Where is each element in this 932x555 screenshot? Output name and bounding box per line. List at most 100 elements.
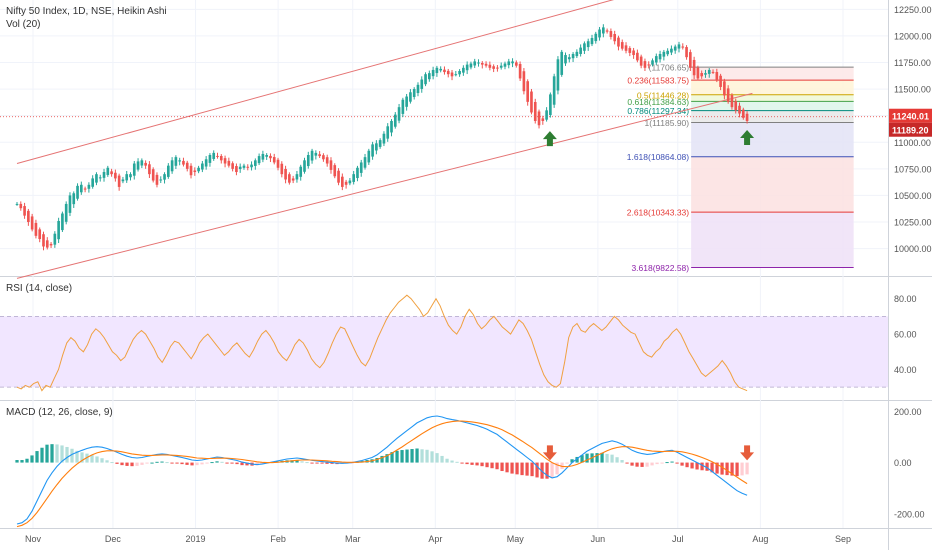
macd-histogram-bar	[375, 457, 379, 463]
macd-histogram-bar	[415, 448, 419, 463]
candle-body	[507, 61, 511, 66]
candle-body	[428, 73, 431, 80]
candle-body	[620, 42, 624, 49]
candle-body	[564, 55, 567, 64]
macd-histogram-bar	[655, 462, 659, 465]
candle-body	[341, 176, 344, 187]
macd-histogram-bar	[405, 449, 409, 463]
candle-body	[333, 165, 337, 177]
candle-body	[363, 157, 367, 168]
macd-histogram-bar	[400, 450, 404, 463]
macd-histogram-bar	[565, 462, 569, 464]
candle-body	[204, 159, 208, 167]
candle-body	[72, 193, 76, 205]
candle-body	[643, 61, 647, 68]
candle-body	[681, 46, 685, 48]
candle-body	[64, 203, 68, 222]
candle-body	[163, 174, 166, 180]
candle-body	[734, 101, 738, 111]
candle-body	[325, 157, 329, 164]
price-tick-label: 12000.00	[894, 31, 932, 41]
fib-level-label: 0.236(11583.75)	[627, 76, 689, 86]
candle-body	[57, 220, 60, 240]
macd-tick-label: -200.00	[894, 509, 925, 519]
candle-body	[269, 155, 272, 159]
macd-histogram-bar	[440, 455, 444, 463]
candle-body	[560, 51, 564, 75]
macd-histogram-bar	[20, 460, 24, 463]
candle-body	[492, 66, 495, 69]
candle-body	[291, 178, 295, 181]
candle-body	[53, 233, 57, 245]
macd-histogram-bar	[555, 462, 559, 475]
candle-body	[465, 64, 469, 71]
candle-body	[265, 155, 268, 157]
candle-body	[348, 180, 352, 184]
macd-histogram-bar	[120, 462, 124, 466]
macd-histogram-bar	[305, 462, 309, 464]
macd-histogram-bar	[245, 462, 249, 466]
macd-histogram-bar	[705, 462, 709, 471]
macd-histogram-bar	[660, 462, 664, 464]
candle-body	[696, 67, 700, 79]
fib-level-label: 2.618(10343.33)	[627, 208, 690, 218]
candle-body	[189, 165, 193, 176]
macd-histogram-bar	[485, 462, 489, 468]
candle-body	[677, 44, 681, 49]
candle-body	[303, 160, 306, 172]
candle-body	[533, 102, 537, 121]
candle-body	[424, 74, 427, 85]
candle-body	[216, 155, 219, 157]
candle-body	[148, 164, 151, 175]
macd-histogram-bar	[300, 461, 304, 463]
macd-histogram-bar	[315, 462, 319, 464]
candle-body	[556, 59, 560, 91]
fib-zone	[691, 156, 854, 213]
candle-body	[318, 154, 321, 157]
macd-histogram-bar	[80, 452, 84, 463]
macd-histogram-bar	[200, 462, 204, 465]
macd-histogram-bar	[60, 445, 64, 463]
candle-body	[477, 62, 480, 64]
macd-histogram-bar	[425, 449, 429, 463]
candle-body	[352, 174, 355, 182]
candle-body	[295, 174, 299, 180]
macd-histogram-bar	[50, 444, 54, 463]
macd-histogram-bar	[505, 462, 509, 473]
candle-body	[583, 43, 586, 51]
candle-body	[299, 166, 303, 177]
macd-histogram-bar	[510, 462, 514, 474]
macd-histogram-bar	[100, 458, 104, 463]
candle-body	[545, 110, 548, 120]
macd-histogram-bar	[735, 462, 739, 477]
x-tick-label: Sep	[835, 534, 851, 544]
candle-body	[231, 163, 234, 169]
candle-body	[654, 56, 658, 63]
macd-histogram-bar	[140, 462, 144, 465]
candle-body	[276, 159, 280, 168]
candle-body	[598, 29, 601, 38]
candle-body	[450, 72, 454, 77]
candle-body	[738, 105, 741, 114]
fib-zone	[691, 122, 854, 157]
fib-level-label: 1(11185.90)	[645, 118, 690, 128]
candle-body	[719, 75, 722, 87]
x-tick-label: Mar	[345, 534, 361, 544]
macd-tick-label: 0.00	[894, 458, 912, 468]
candle-body	[49, 243, 53, 246]
candle-body	[337, 170, 340, 183]
candle-body	[511, 61, 514, 64]
macd-histogram-bar	[640, 462, 644, 467]
macd-histogram-bar	[25, 458, 29, 463]
candle-body	[284, 168, 287, 180]
macd-histogram-bar	[105, 460, 109, 463]
x-tick-label: Jun	[591, 534, 606, 544]
main-legend: Nifty 50 Index, 1D, NSE, Heikin Ashi Vol…	[6, 6, 167, 30]
candle-body	[166, 165, 170, 177]
macd-histogram-bar	[145, 462, 149, 464]
candle-body	[496, 67, 499, 69]
candle-body	[132, 163, 136, 176]
candle-body	[484, 63, 488, 66]
